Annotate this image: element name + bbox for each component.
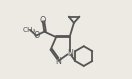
Text: CH₃: CH₃ [23,27,36,33]
Text: N: N [55,57,61,66]
Text: O: O [34,31,40,40]
Text: N: N [67,49,73,58]
Text: O: O [39,16,46,25]
